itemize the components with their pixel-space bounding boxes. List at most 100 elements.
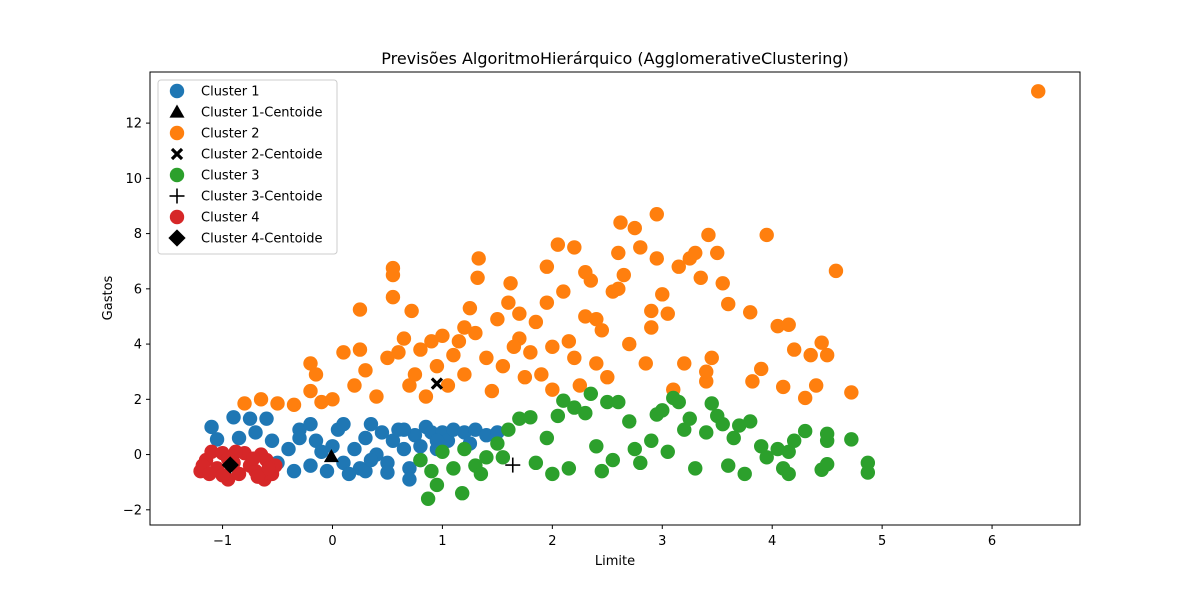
cluster-2-point [352,302,368,317]
cluster-3-point [424,463,439,479]
cluster-2-point [369,389,384,404]
legend-box [157,79,338,255]
legend-entry-cluster-3-centoide: Cluster 3-Centoide [169,188,322,205]
cluster-1-point [380,465,395,480]
cluster-2-point [484,383,500,399]
plot-frame [149,71,1081,526]
cluster-2-point [336,345,351,360]
cluster-1-point [264,433,280,448]
cluster-2-point [578,309,593,324]
legend-marker-cluster-4 [169,209,185,225]
cluster-1-point [358,463,373,479]
cluster-2-point [352,342,368,357]
cluster-3-point [704,396,719,411]
y-tick-label: 2 [134,393,142,408]
cluster-2-point [622,336,637,352]
cluster-2-point [1031,84,1046,99]
cluster-2-point [567,350,582,366]
cluster-3-point [528,455,544,471]
cluster-1-point [314,444,329,460]
cluster-3-point [688,461,703,476]
legend-entry-cluster-1: Cluster 1 [169,83,260,100]
cluster-3-point [454,486,470,501]
cluster-4-point [250,469,265,484]
cluster-2-point [479,350,494,366]
cluster-3-point [860,455,876,471]
cluster-3-point [743,414,758,429]
cluster-2-point [413,342,428,357]
cluster-3-point [844,432,859,447]
cluster-2-point [611,245,626,261]
legend-label: Cluster 2-Centoide [201,148,322,163]
cluster-1-point [308,433,324,448]
cluster-2-point [545,339,560,355]
cluster-2-point [470,270,485,285]
cluster-1-point [363,416,379,432]
cluster-3-point [457,441,472,457]
cluster-3-point [600,394,615,410]
chart-title: Previsões AlgoritmoHierárquico (Agglomer… [381,49,849,68]
cluster-1-point [490,425,505,440]
cluster-1-point [479,428,494,443]
cluster-1-point [231,430,247,446]
cluster-3-point [737,466,752,482]
cluster-2-point [770,318,785,334]
x-tick-label: −1 [213,534,232,549]
x-axis-label: Limite [595,554,635,569]
cluster-1-point [281,441,296,457]
cluster-1-point [303,458,318,473]
legend-label: Cluster 2 [201,127,260,142]
legend-marker-cluster-1 [169,83,185,99]
cluster-2-point [814,335,829,350]
cluster-2-centoide-point [430,377,444,390]
cluster-2-point [797,390,813,406]
cluster-3-point [781,444,796,460]
legend-entry-cluster-3: Cluster 3 [169,167,260,184]
points-layer [193,84,1046,506]
cluster-2-point [303,383,318,399]
cluster-2-point [308,367,324,382]
cluster-3-point [567,400,582,415]
y-tick-label: 0 [134,448,142,463]
cluster-2-point [600,370,615,385]
cluster-4-point [204,444,219,460]
x-tick-label: 2 [548,534,556,549]
cluster-2-point [314,394,329,410]
cluster-3-point [732,418,747,433]
cluster-4-point [215,468,230,483]
legend-marker-cluster-3-centoide [169,188,185,204]
cluster-2-point [688,245,703,261]
cluster-3-point [759,450,774,465]
cluster-2-point [490,312,505,327]
cluster-3-point [479,450,494,465]
cluster-3-point [754,439,769,454]
cluster-2-point [611,281,626,297]
cluster-2-point [677,356,692,371]
cluster-2-point [503,276,518,291]
cluster-2-point [512,306,527,321]
cluster-3-point [512,411,527,426]
cluster-1-point [242,411,258,426]
cluster-2-point [286,397,302,413]
cluster-1-point [347,441,362,457]
cluster-2-point [402,378,417,393]
cluster-2-point [501,295,516,310]
cluster-1-point [429,433,445,448]
cluster-2-point [471,251,486,266]
cluster-3-centoide-point [505,457,521,473]
cluster-2-point [819,347,835,363]
cluster-2-point [446,347,461,363]
cluster-2-point [633,240,648,255]
cluster-2-point [495,358,511,374]
cluster-2-point [358,363,373,378]
cluster-2-point [803,347,818,363]
cluster-3-point [682,411,697,426]
cluster-3-point [490,436,505,451]
cluster-3-point [655,403,670,418]
cluster-2-point [550,237,566,252]
cluster-2-point [627,220,642,236]
cluster-3-point [550,408,566,424]
cluster-1-point [286,463,302,479]
x-tick-label: 1 [438,534,446,549]
